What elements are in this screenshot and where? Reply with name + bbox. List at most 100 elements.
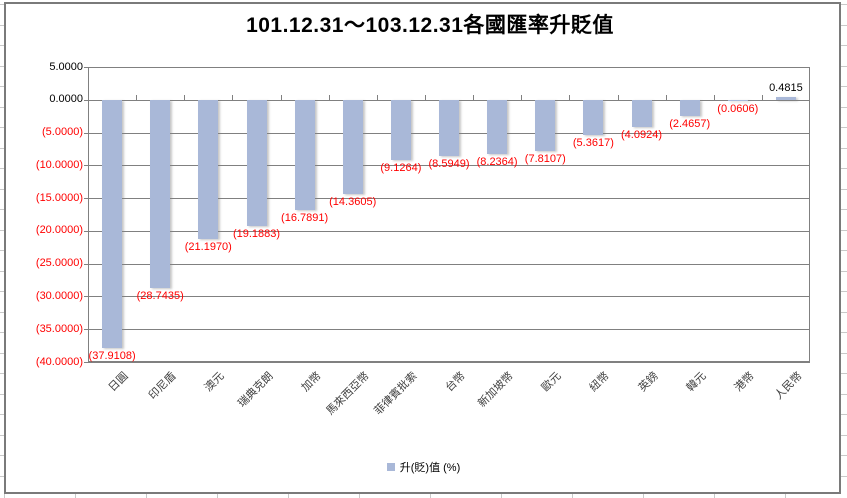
spreadsheet-row-tick <box>0 148 4 149</box>
spreadsheet-row-tick <box>0 86 4 87</box>
spreadsheet-row-tick <box>841 45 847 46</box>
bar-加幣 <box>294 99 315 210</box>
data-label-印尼盾: (28.7435) <box>136 290 184 303</box>
spreadsheet-row-tick <box>841 291 847 292</box>
spreadsheet-row-tick <box>841 373 847 374</box>
y-axis-label: (20.0000) <box>35 224 83 237</box>
spreadsheet-row-tick <box>0 373 4 374</box>
category-axis-tick <box>424 94 426 100</box>
spreadsheet-row-tick <box>841 435 847 436</box>
spreadsheet-row-tick <box>841 189 847 190</box>
bar-歐元 <box>535 99 556 151</box>
spreadsheet-row-tick <box>0 107 4 108</box>
spreadsheet-row-tick <box>0 476 4 477</box>
y-axis-tick <box>84 99 88 101</box>
spreadsheet-row-tick <box>0 230 4 231</box>
y-gridline <box>88 230 810 232</box>
spreadsheet-row-tick <box>0 66 4 67</box>
spreadsheet-row-tick <box>841 107 847 108</box>
y-axis-label: (10.0000) <box>35 158 83 171</box>
legend: 升(貶)值 (%) <box>0 459 847 475</box>
spreadsheet-row-tick <box>0 127 4 128</box>
y-gridline <box>88 198 810 200</box>
category-axis-tick <box>232 94 234 100</box>
spreadsheet-column-tick <box>359 494 360 498</box>
spreadsheet-row-tick <box>0 168 4 169</box>
data-label-人民幣: 0.4815 <box>769 81 803 94</box>
spreadsheet-row-tick <box>841 455 847 456</box>
spreadsheet-row-tick <box>841 353 847 354</box>
y-axis-tick <box>84 165 88 167</box>
bar-瑞典克朗 <box>246 99 267 226</box>
legend-series-marker-icon <box>386 463 395 471</box>
spreadsheet-column-tick <box>146 494 147 498</box>
spreadsheet-row-tick <box>841 414 847 415</box>
chart-title: 101.12.31～103.12.31各國匯率升貶值 <box>246 14 614 37</box>
data-label-澳元: (21.1970) <box>184 240 232 253</box>
bar-菲律賓批索 <box>390 99 411 160</box>
bar-印尼盾 <box>150 99 171 289</box>
data-label-日圓: (37.9108) <box>88 350 136 363</box>
spreadsheet-row-tick <box>841 148 847 149</box>
data-label-台幣: (8.5949) <box>428 158 470 171</box>
spreadsheet-row-tick <box>0 291 4 292</box>
spreadsheet-column-tick <box>217 494 218 498</box>
data-label-港幣: (0.0606) <box>717 102 759 115</box>
spreadsheet-row-tick <box>0 250 4 251</box>
y-axis-label: (25.0000) <box>35 257 83 270</box>
y-axis-tick <box>84 296 88 298</box>
spreadsheet-column-tick <box>714 494 715 498</box>
category-axis-tick <box>328 94 330 100</box>
y-axis-label: 5.0000 <box>49 60 83 73</box>
y-axis-tick <box>84 67 88 68</box>
category-axis-tick <box>761 94 763 100</box>
spreadsheet-row-tick <box>841 209 847 210</box>
spreadsheet-column-tick <box>288 494 289 498</box>
spreadsheet-row-tick <box>0 332 4 333</box>
y-axis-label: (15.0000) <box>35 191 83 204</box>
y-gridline <box>88 263 810 265</box>
spreadsheet-row-tick <box>0 25 4 26</box>
spreadsheet-row-tick <box>0 189 4 190</box>
y-axis-label: (30.0000) <box>35 289 83 302</box>
spreadsheet-row-tick <box>841 250 847 251</box>
category-axis-tick <box>569 94 571 100</box>
spreadsheet-column-tick <box>572 494 573 498</box>
bar-馬來西亞幣 <box>342 99 363 194</box>
data-label-馬來西亞幣: (14.3605) <box>329 195 377 208</box>
category-axis-tick <box>713 94 715 100</box>
spreadsheet-row-tick <box>841 25 847 26</box>
spreadsheet-row-tick <box>841 66 847 67</box>
spreadsheet-row-tick <box>841 86 847 87</box>
y-axis-label: (40.0000) <box>35 355 83 368</box>
spreadsheet-row-tick <box>841 4 847 5</box>
spreadsheet-row-tick <box>841 271 847 272</box>
spreadsheet-column-tick <box>75 494 76 498</box>
y-axis-tick <box>84 329 88 331</box>
spreadsheet-row-tick <box>0 271 4 272</box>
bar-日圓 <box>102 99 123 349</box>
y-gridline <box>88 362 810 363</box>
spreadsheet-column-tick <box>785 494 786 498</box>
category-axis-tick <box>376 94 378 100</box>
spreadsheet-row-tick <box>0 353 4 354</box>
data-label-英鎊: (4.0924) <box>621 128 662 141</box>
legend-series-label: 升(貶)值 (%) <box>399 462 461 474</box>
spreadsheet-row-tick <box>0 414 4 415</box>
spreadsheet-column-tick <box>4 494 5 498</box>
spreadsheet-row-tick <box>0 394 4 395</box>
bar-台幣 <box>439 99 459 157</box>
chart-frame <box>4 2 841 494</box>
y-axis-label: 0.0000 <box>49 93 83 106</box>
data-label-新加坡幣: (8.2364) <box>476 155 518 168</box>
spreadsheet-row-tick <box>841 127 847 128</box>
category-axis-tick <box>184 94 186 100</box>
bar-港幣 <box>727 99 748 101</box>
y-gridline <box>88 296 810 298</box>
spreadsheet-row-tick <box>841 476 847 477</box>
spreadsheet-row-tick <box>0 312 4 313</box>
bar-澳元 <box>198 99 219 239</box>
y-axis-tick <box>84 263 88 265</box>
spreadsheet-row-tick <box>841 312 847 313</box>
spreadsheet-row-tick <box>0 209 4 210</box>
